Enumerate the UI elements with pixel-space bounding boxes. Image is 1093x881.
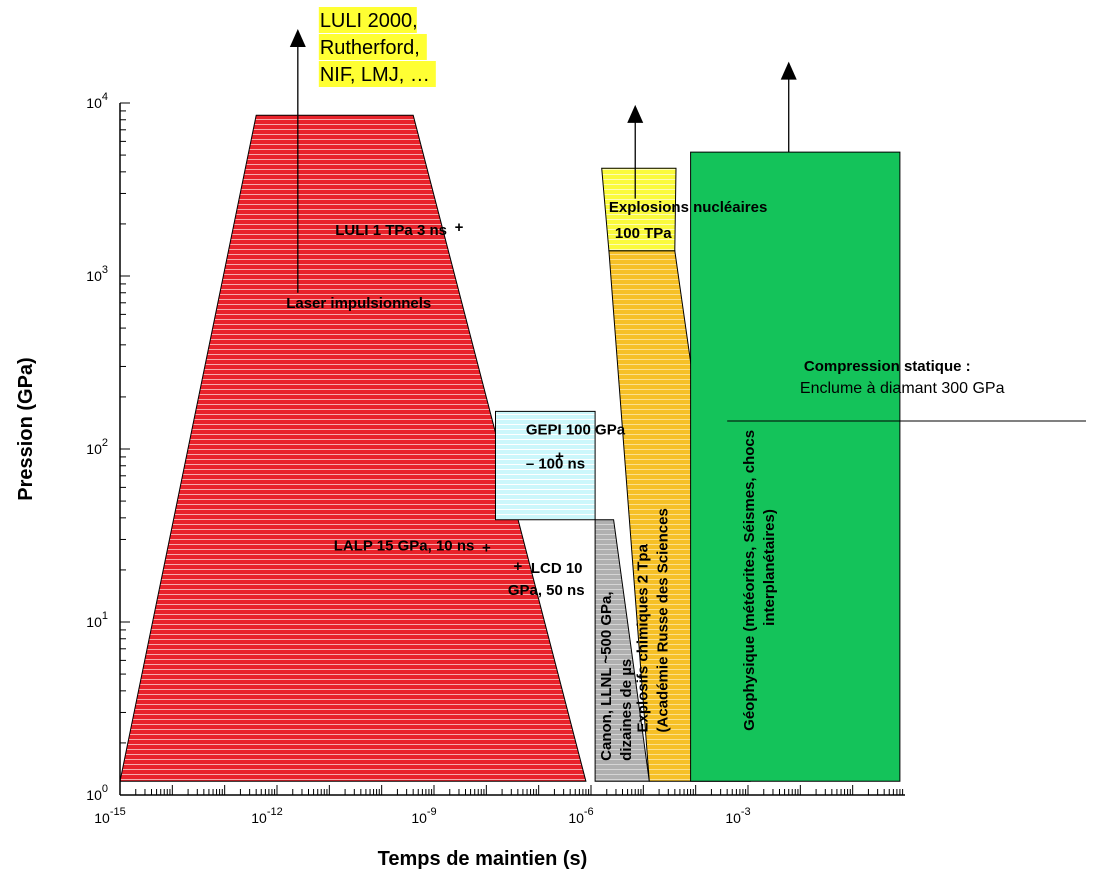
callout-static-compression: Compression statique : Enclume à diamant… bbox=[727, 358, 1086, 422]
x-tick-label: 10-3 bbox=[725, 806, 750, 826]
label-geophysique: Géophysique (météorites, Séismes, chocs … bbox=[741, 426, 778, 731]
label-laser: Laser impulsionnels bbox=[286, 295, 431, 312]
y-axis-title: Pression (GPa) bbox=[15, 357, 37, 500]
region-nucleaires bbox=[601, 167, 677, 252]
marker-lcd-line1: LCD 10 bbox=[531, 560, 583, 577]
marker-lcd-line2: GPa, 50 ns bbox=[508, 582, 585, 599]
marker-lcd-plus: + bbox=[513, 558, 522, 575]
x-tick-label: 10-9 bbox=[411, 806, 436, 826]
marker-lalp-plus: + bbox=[482, 540, 491, 557]
label-nucleaires-line2: 100 TPa bbox=[615, 225, 672, 242]
label-canon: Canon, LLNL ~500 GPa, dizaines de µs bbox=[598, 587, 635, 761]
label-gepi: GEPI 100 GPa – 100 ns bbox=[526, 421, 629, 472]
region-laser bbox=[119, 114, 587, 782]
label-gepi-line2: – 100 ns bbox=[526, 455, 585, 472]
markers: + LULI 1 TPa 3 ns + LALP 15 GPa, 10 ns +… bbox=[334, 219, 587, 599]
y-tick-label: 103 bbox=[86, 264, 108, 284]
label-nucleaires: Explosions nucléaires 100 TPa bbox=[609, 199, 772, 242]
callout-static-title: Compression statique : bbox=[804, 358, 971, 375]
label-gepi-line1: GEPI 100 GPa bbox=[526, 421, 626, 438]
callout-highlight bbox=[318, 34, 427, 60]
label-explosifs-line2: (Académie Russe des Sciences bbox=[654, 508, 671, 732]
callout-luli-2000: LULI 2000, Rutherford, NIF, LMJ, … bbox=[318, 7, 436, 87]
x-axis-title: Temps de maintien (s) bbox=[378, 848, 588, 870]
y-tick-label: 100 bbox=[86, 783, 108, 803]
marker-luli-plus: + bbox=[455, 219, 464, 236]
x-tick-labels: 10-15 10-12 10-9 10-6 10-3 bbox=[94, 806, 750, 826]
arrows bbox=[289, 29, 797, 293]
x-tick-label: 10-15 bbox=[94, 806, 125, 826]
marker-luli-label: LULI 1 TPa 3 ns bbox=[335, 222, 447, 239]
y-tick-labels: 100 101 102 103 104 bbox=[86, 91, 108, 803]
label-geophysique-line1: Géophysique (météorites, Séismes, chocs bbox=[741, 430, 758, 731]
callout-highlight bbox=[318, 7, 417, 33]
callout-static-text: Enclume à diamant 300 GPa bbox=[800, 380, 1005, 397]
callout-luli-line3: NIF, LMJ, … bbox=[320, 64, 430, 86]
label-nucleaires-line1: Explosions nucléaires bbox=[609, 199, 767, 216]
y-tick-label: 104 bbox=[86, 91, 108, 111]
marker-gepi-plus: + bbox=[555, 448, 564, 465]
axes: 10-15 10-12 10-9 10-6 10-3 100 101 102 103 104 bbox=[86, 91, 905, 826]
regions bbox=[119, 114, 901, 782]
label-geophysique-line2: interplanétaires) bbox=[761, 509, 778, 626]
x-tick-label: 10-6 bbox=[568, 806, 593, 826]
x-minor-ticks bbox=[119, 785, 904, 795]
marker-lcd-label: LCD 10 GPa, 50 ns bbox=[508, 560, 587, 599]
region-gepi bbox=[495, 410, 596, 521]
y-minor-ticks bbox=[120, 102, 130, 796]
arrow-head bbox=[627, 104, 644, 123]
y-tick-label: 102 bbox=[86, 437, 108, 457]
label-canon-line1: Canon, LLNL ~500 GPa, bbox=[598, 591, 615, 760]
region-geophysique bbox=[690, 151, 901, 782]
label-explosifs: Explosifs chimiques 2 Tpa (Académie Russ… bbox=[634, 508, 671, 732]
callout-highlight bbox=[318, 61, 436, 87]
arrow-head bbox=[289, 29, 306, 47]
label-explosifs-line1: Explosifs chimiques 2 Tpa bbox=[634, 543, 651, 732]
marker-lalp-label: LALP 15 GPa, 10 ns bbox=[334, 538, 475, 555]
y-tick-label: 101 bbox=[86, 610, 108, 630]
x-tick-label: 10-12 bbox=[251, 806, 282, 826]
region-canon bbox=[594, 519, 650, 782]
label-canon-line2: dizaines de µs bbox=[618, 659, 635, 761]
callout-luli-line2: Rutherford, bbox=[320, 37, 420, 59]
arrow-head bbox=[780, 61, 797, 80]
callout-luli-line1: LULI 2000, bbox=[320, 10, 418, 32]
